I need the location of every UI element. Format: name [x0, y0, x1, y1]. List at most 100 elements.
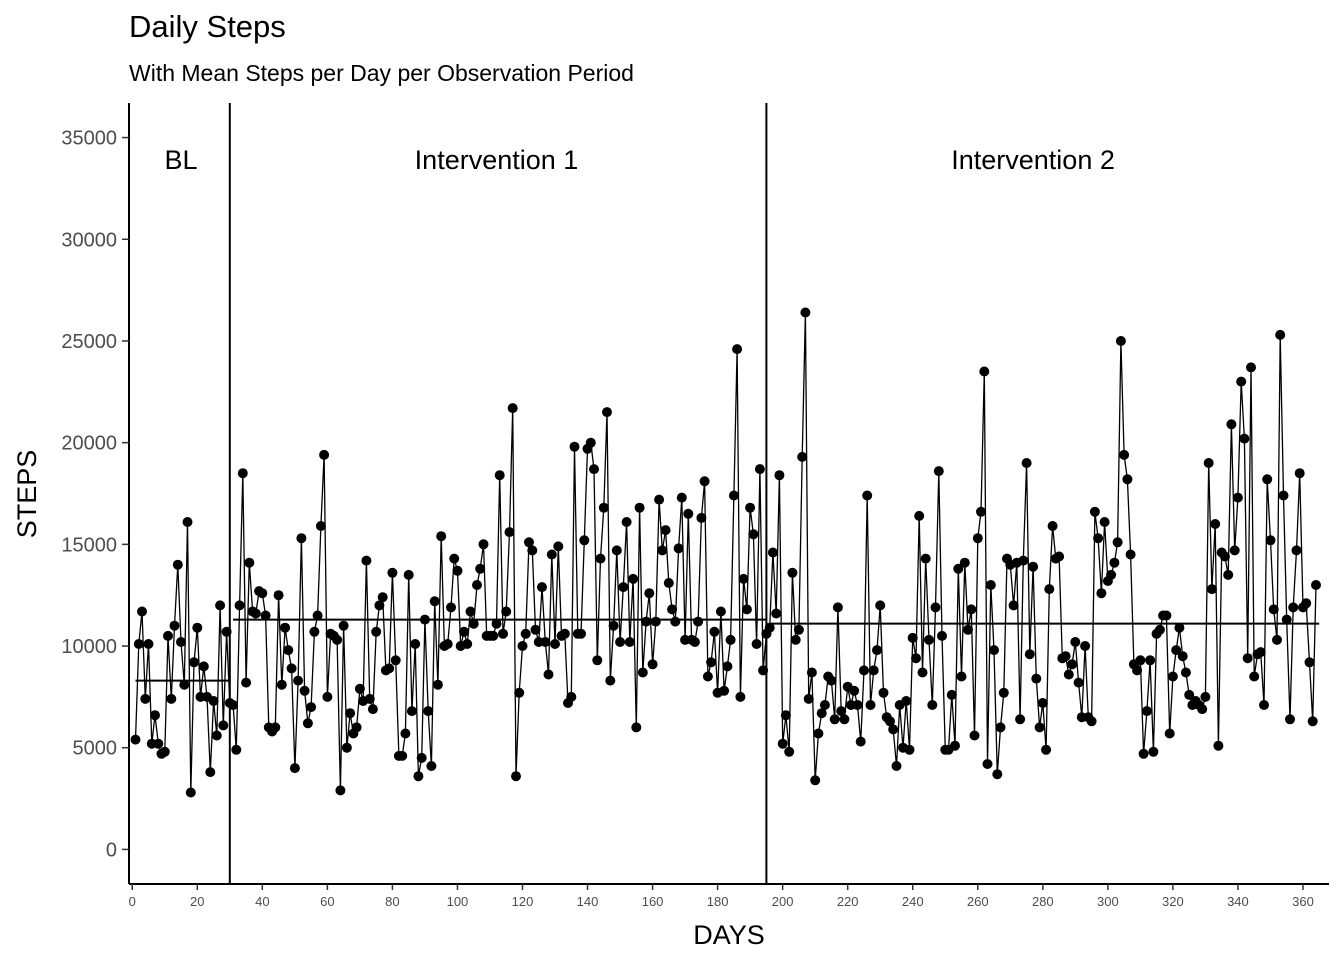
data-point	[501, 606, 512, 617]
data-point	[550, 639, 560, 649]
data-point	[689, 637, 700, 647]
x-tick-label: 100	[447, 894, 469, 909]
data-point	[397, 750, 408, 761]
x-tick-label: 40	[255, 894, 269, 909]
data-point	[914, 510, 925, 521]
data-point	[1141, 706, 1152, 717]
data-point	[865, 700, 876, 710]
data-point	[364, 693, 375, 704]
x-tick-label: 180	[707, 894, 729, 909]
x-tick-label: 20	[190, 894, 204, 909]
data-point	[1096, 588, 1107, 599]
data-point	[546, 549, 557, 560]
data-point	[888, 724, 899, 735]
data-point	[315, 521, 326, 531]
y-tick-label: 25000	[61, 331, 117, 353]
data-point	[179, 679, 190, 690]
data-point	[872, 645, 882, 656]
data-point	[654, 494, 665, 505]
data-point	[498, 628, 508, 639]
data-point	[878, 687, 889, 698]
x-tick-label: 340	[1227, 894, 1249, 909]
data-point	[875, 600, 886, 611]
data-point	[468, 618, 479, 629]
data-point	[302, 718, 313, 729]
data-point	[790, 634, 801, 645]
data-point	[341, 742, 352, 753]
data-point	[1249, 671, 1260, 682]
data-point	[615, 637, 626, 647]
data-point	[406, 706, 417, 717]
data-point	[462, 639, 473, 649]
data-point	[1132, 665, 1143, 676]
data-point	[166, 693, 177, 704]
x-tick-label: 80	[385, 894, 399, 909]
data-point	[169, 620, 180, 631]
data-point	[920, 553, 931, 564]
data-point	[1018, 555, 1029, 566]
data-point	[312, 610, 323, 621]
data-point	[813, 728, 824, 739]
data-point	[527, 545, 538, 556]
data-point	[185, 787, 196, 798]
y-tick-label: 15000	[61, 534, 117, 556]
data-point	[377, 592, 388, 603]
data-point	[1047, 521, 1058, 531]
data-point	[543, 669, 554, 680]
x-tick-label: 0	[129, 894, 136, 909]
data-point	[257, 588, 268, 599]
data-point	[624, 637, 635, 647]
phase-label: Intervention 2	[951, 145, 1115, 175]
data-point	[198, 661, 209, 672]
data-point	[1278, 490, 1289, 501]
data-point	[218, 720, 229, 731]
data-point	[832, 602, 843, 613]
data-point	[517, 641, 528, 651]
data-point	[1125, 549, 1136, 560]
data-point	[764, 622, 775, 633]
data-point	[933, 466, 944, 477]
data-point	[989, 645, 999, 656]
data-point	[1197, 704, 1208, 715]
data-point	[289, 763, 300, 774]
data-point	[1200, 691, 1211, 702]
data-point	[1219, 551, 1230, 562]
data-point	[276, 679, 287, 690]
chart-axes: 0 5000 10000 15000 20000 25000 30000 35000 0 20 40…	[61, 103, 1329, 909]
data-point	[335, 785, 346, 796]
steps-series-line	[134, 312, 1317, 793]
data-point	[605, 675, 616, 686]
data-point	[676, 492, 687, 503]
data-point	[192, 622, 203, 633]
data-point	[670, 616, 681, 627]
data-point	[1239, 433, 1250, 444]
data-point	[163, 630, 173, 641]
data-point	[979, 366, 990, 377]
data-point	[1008, 600, 1019, 611]
data-point	[608, 620, 619, 631]
data-point	[819, 700, 830, 710]
y-tick-label: 5000	[73, 738, 118, 760]
data-point	[1031, 673, 1042, 684]
data-point	[663, 578, 674, 588]
data-point	[244, 557, 255, 568]
data-point	[1070, 637, 1081, 647]
data-point	[1301, 598, 1312, 609]
y-tick-label: 35000	[61, 128, 117, 150]
data-point	[520, 628, 531, 639]
data-point	[286, 663, 297, 674]
data-point	[1232, 492, 1243, 503]
data-point	[667, 604, 678, 615]
data-point	[1161, 610, 1172, 621]
data-point	[885, 716, 895, 727]
x-tick-label: 280	[1032, 894, 1054, 909]
data-point	[735, 691, 746, 702]
data-point	[985, 580, 996, 590]
data-point	[953, 563, 964, 574]
data-point	[771, 608, 782, 619]
data-point	[598, 502, 609, 513]
data-point	[514, 687, 525, 698]
data-point	[449, 553, 460, 564]
data-point	[176, 637, 186, 647]
data-point	[966, 604, 977, 615]
